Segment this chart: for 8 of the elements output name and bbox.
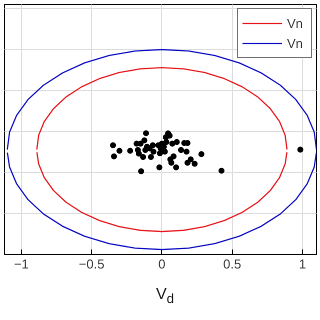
x-tick-label: 0 [158, 256, 166, 272]
x-axis-title: V$_{d}$ [156, 285, 174, 308]
x-tick-label: −0.5 [78, 256, 104, 272]
x-tick-label: 0.5 [223, 256, 242, 272]
legend-label: Vn [287, 16, 304, 30]
x-tick-label: 1 [298, 256, 306, 272]
legend-label: Vn [287, 36, 304, 50]
x-tick-label: −1 [14, 256, 29, 272]
